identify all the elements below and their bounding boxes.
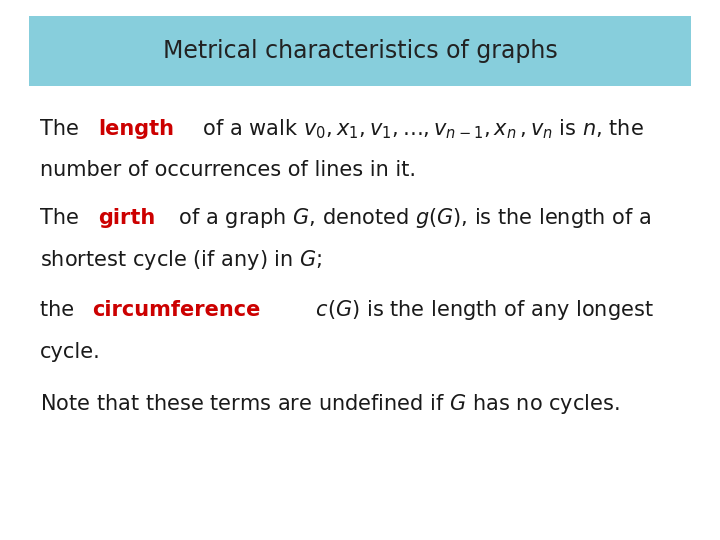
Text: The: The [40, 208, 85, 228]
Text: $c(G)$ is the length of any longest: $c(G)$ is the length of any longest [310, 298, 654, 322]
Text: Metrical characteristics of graphs: Metrical characteristics of graphs [163, 39, 557, 63]
Text: number of occurrences of lines in it.: number of occurrences of lines in it. [40, 159, 415, 179]
Text: of a graph $G$, denoted $g(G)$, is the length of a: of a graph $G$, denoted $g(G)$, is the l… [172, 206, 651, 230]
Text: of a walk $v_0, x_1, v_1, \ldots, v_{n-1}, x_n\,, v_n$ is $n$, the: of a walk $v_0, x_1, v_1, \ldots, v_{n-1… [197, 117, 644, 140]
Text: the: the [40, 300, 81, 320]
Text: circumference: circumference [92, 300, 261, 320]
Text: cycle.: cycle. [40, 342, 100, 362]
FancyBboxPatch shape [29, 16, 691, 86]
Text: shortest cycle (if any) in $G$;: shortest cycle (if any) in $G$; [40, 248, 322, 272]
Text: The: The [40, 119, 85, 139]
Text: girth: girth [99, 208, 156, 228]
Text: length: length [99, 119, 174, 139]
Text: Note that these terms are undefined if $G$ has no cycles.: Note that these terms are undefined if $… [40, 393, 619, 416]
